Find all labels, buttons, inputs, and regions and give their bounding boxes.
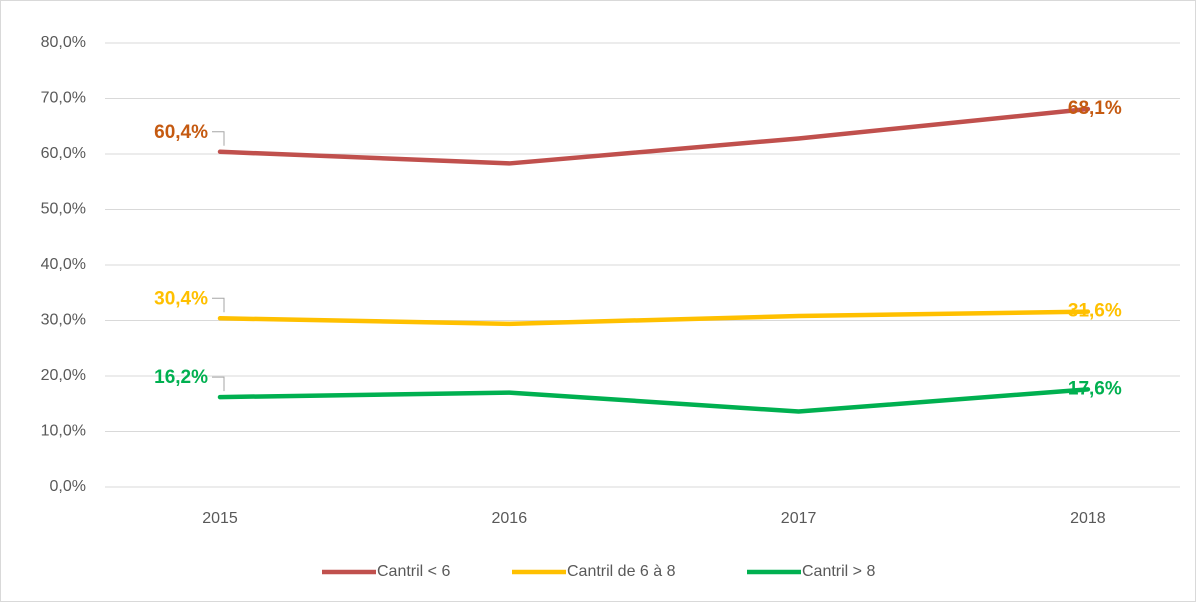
y-tick-label: 80,0% [41, 34, 86, 51]
leader-line [212, 297, 225, 313]
data-label: 60,4% [154, 122, 208, 143]
x-tick-label: 2015 [202, 510, 238, 527]
data-label: 16,2% [154, 367, 208, 388]
series-line [217, 309, 1091, 327]
y-tick-label: 50,0% [41, 201, 86, 218]
data-label: 68,1% [1068, 98, 1122, 119]
y-tick-label: 40,0% [41, 256, 86, 273]
leader-line [212, 376, 225, 392]
x-tick-label: 2017 [781, 510, 817, 527]
data-label: 30,4% [154, 288, 208, 309]
x-tick-label: 2016 [492, 510, 528, 527]
y-tick-label: 60,0% [41, 145, 86, 162]
leader-line [212, 131, 225, 146]
y-tick-label: 30,0% [41, 312, 86, 329]
legend-label: Cantril < 6 [377, 563, 450, 580]
series-line [217, 106, 1091, 166]
legend-label: Cantril > 8 [802, 563, 875, 580]
data-label: 17,6% [1068, 378, 1122, 399]
y-tick-label: 20,0% [41, 367, 86, 384]
legend-label: Cantril de 6 à 8 [567, 563, 676, 580]
x-tick-label: 2018 [1070, 510, 1106, 527]
y-tick-label: 0,0% [50, 478, 86, 495]
series-line [217, 387, 1091, 414]
y-tick-label: 10,0% [41, 423, 86, 440]
data-label: 31,6% [1068, 301, 1122, 322]
y-tick-label: 70,0% [41, 90, 86, 107]
